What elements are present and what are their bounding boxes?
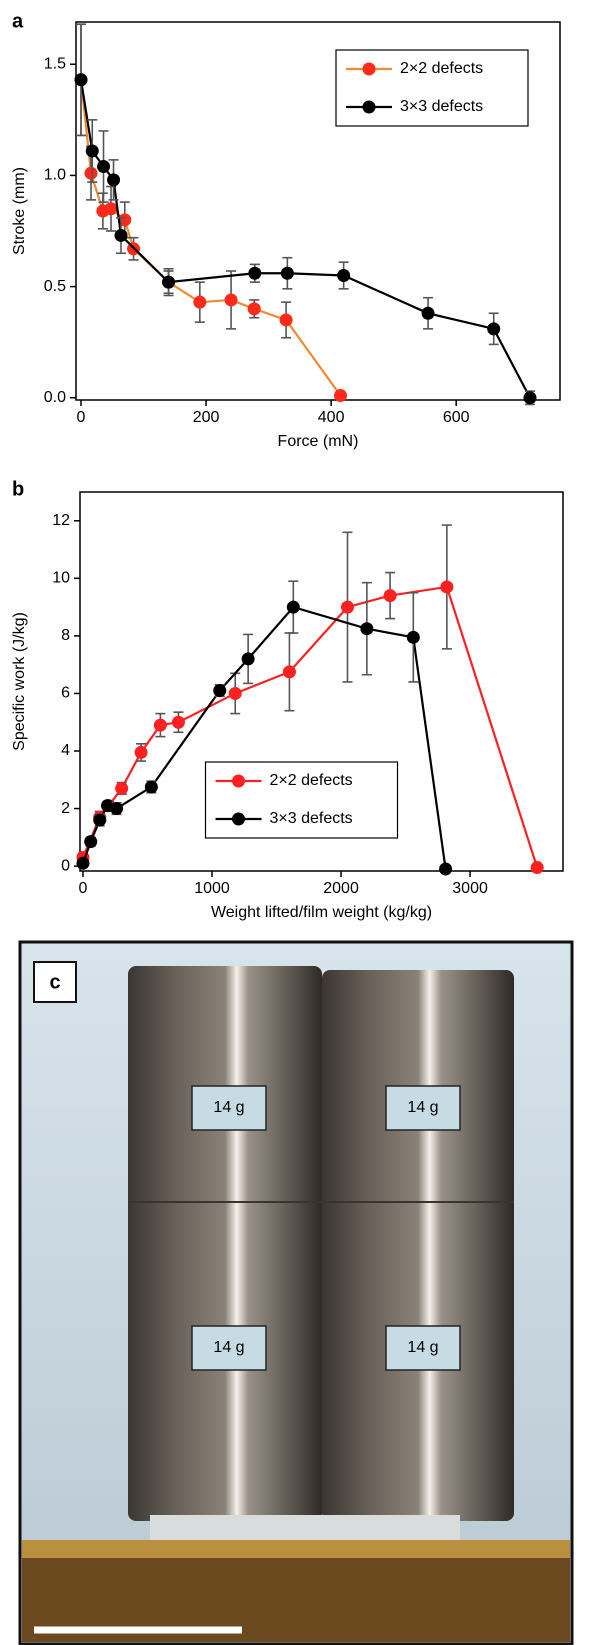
panel-label: b <box>12 478 24 500</box>
marker <box>107 173 121 187</box>
marker <box>114 228 128 242</box>
y-tick-label: 4 <box>61 742 70 759</box>
plot-frame <box>79 491 564 872</box>
marker <box>74 73 88 87</box>
weight <box>128 966 322 1521</box>
marker <box>337 268 351 282</box>
marker <box>144 780 158 794</box>
photo: c <box>18 940 574 1645</box>
tag-label: 14 g <box>213 1339 244 1356</box>
x-tick-label: 2000 <box>323 880 359 897</box>
marker <box>279 313 293 327</box>
marker <box>280 266 294 280</box>
series-line <box>79 79 531 399</box>
panel-label: c <box>49 971 60 993</box>
marker <box>224 293 238 307</box>
legend-marker <box>362 100 376 114</box>
y-axis-label: Specific work (J/kg) <box>11 612 28 751</box>
marker <box>171 715 185 729</box>
marker <box>523 391 537 405</box>
panel-label: a <box>12 10 24 32</box>
marker <box>360 622 374 636</box>
y-tick-label: 0.5 <box>44 278 66 295</box>
tag-box <box>191 1325 267 1371</box>
legend-label: 3×3 defects <box>400 98 483 115</box>
marker <box>93 813 107 827</box>
legend-marker <box>232 812 245 826</box>
tag-box <box>385 1085 461 1131</box>
marker <box>487 322 501 336</box>
x-tick-label: 0 <box>77 409 86 426</box>
y-axis-label: Stroke (mm) <box>11 167 28 255</box>
marker <box>282 665 296 679</box>
marker <box>241 652 255 666</box>
marker <box>76 856 90 870</box>
legend-marker <box>232 774 245 788</box>
marker <box>247 302 261 316</box>
tag-box <box>191 1085 267 1131</box>
legend-marker <box>362 62 376 76</box>
marker <box>334 389 348 403</box>
x-tick-label: 3000 <box>452 880 488 897</box>
x-tick-label: 400 <box>318 409 345 426</box>
tag-label: 14 g <box>407 1099 438 1116</box>
marker <box>110 802 124 816</box>
base <box>22 1542 570 1642</box>
marker <box>153 718 167 732</box>
x-tick-label: 1000 <box>194 880 230 897</box>
plot-frame <box>75 21 561 401</box>
marker <box>84 166 98 180</box>
x-axis-label: Force (mN) <box>278 433 359 450</box>
marker <box>228 686 242 700</box>
y-tick-label: 2 <box>61 800 70 817</box>
legend-label: 2×2 defects <box>270 772 353 789</box>
y-tick-label: 12 <box>52 512 70 529</box>
legend-label: 2×2 defects <box>400 60 483 77</box>
marker <box>286 600 300 614</box>
y-tick-label: 10 <box>52 570 70 587</box>
x-tick-label: 0 <box>79 880 88 897</box>
tag-label: 14 g <box>213 1099 244 1116</box>
marker <box>162 275 176 289</box>
marker <box>97 160 111 174</box>
marker <box>406 630 420 644</box>
tag-box <box>385 1325 461 1371</box>
y-tick-label: 1.5 <box>44 55 66 72</box>
y-tick-label: 6 <box>61 685 70 702</box>
marker <box>134 745 148 759</box>
marker <box>248 266 262 280</box>
weight <box>322 970 514 1521</box>
y-tick-label: 0 <box>61 857 70 874</box>
legend-label: 3×3 defects <box>270 810 353 827</box>
marker <box>85 144 99 158</box>
marker <box>104 202 118 216</box>
x-axis-label: Weight lifted/film weight (kg/kg) <box>211 904 432 921</box>
x-tick-label: 200 <box>193 409 220 426</box>
marker <box>115 781 129 795</box>
marker <box>439 862 453 876</box>
y-tick-label: 8 <box>61 627 70 644</box>
y-tick-label: 1.0 <box>44 167 66 184</box>
tag-label: 14 g <box>407 1339 438 1356</box>
panel-label-box <box>33 961 77 1003</box>
marker <box>440 580 454 594</box>
marker <box>341 600 355 614</box>
marker <box>383 589 397 603</box>
marker <box>530 861 544 875</box>
y-tick-label: 0.0 <box>44 389 66 406</box>
marker <box>84 835 98 849</box>
marker <box>213 684 227 698</box>
marker <box>421 306 435 320</box>
base-edge <box>22 1540 570 1558</box>
x-tick-label: 600 <box>443 409 470 426</box>
marker <box>193 295 207 309</box>
